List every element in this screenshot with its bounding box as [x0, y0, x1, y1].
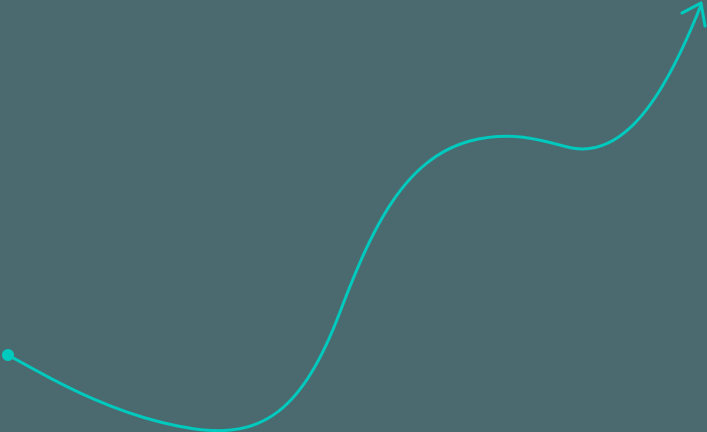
start-point-dot	[2, 349, 14, 361]
growth-trend-line	[6, 3, 703, 432]
arrow-head-icon	[680, 1, 707, 28]
